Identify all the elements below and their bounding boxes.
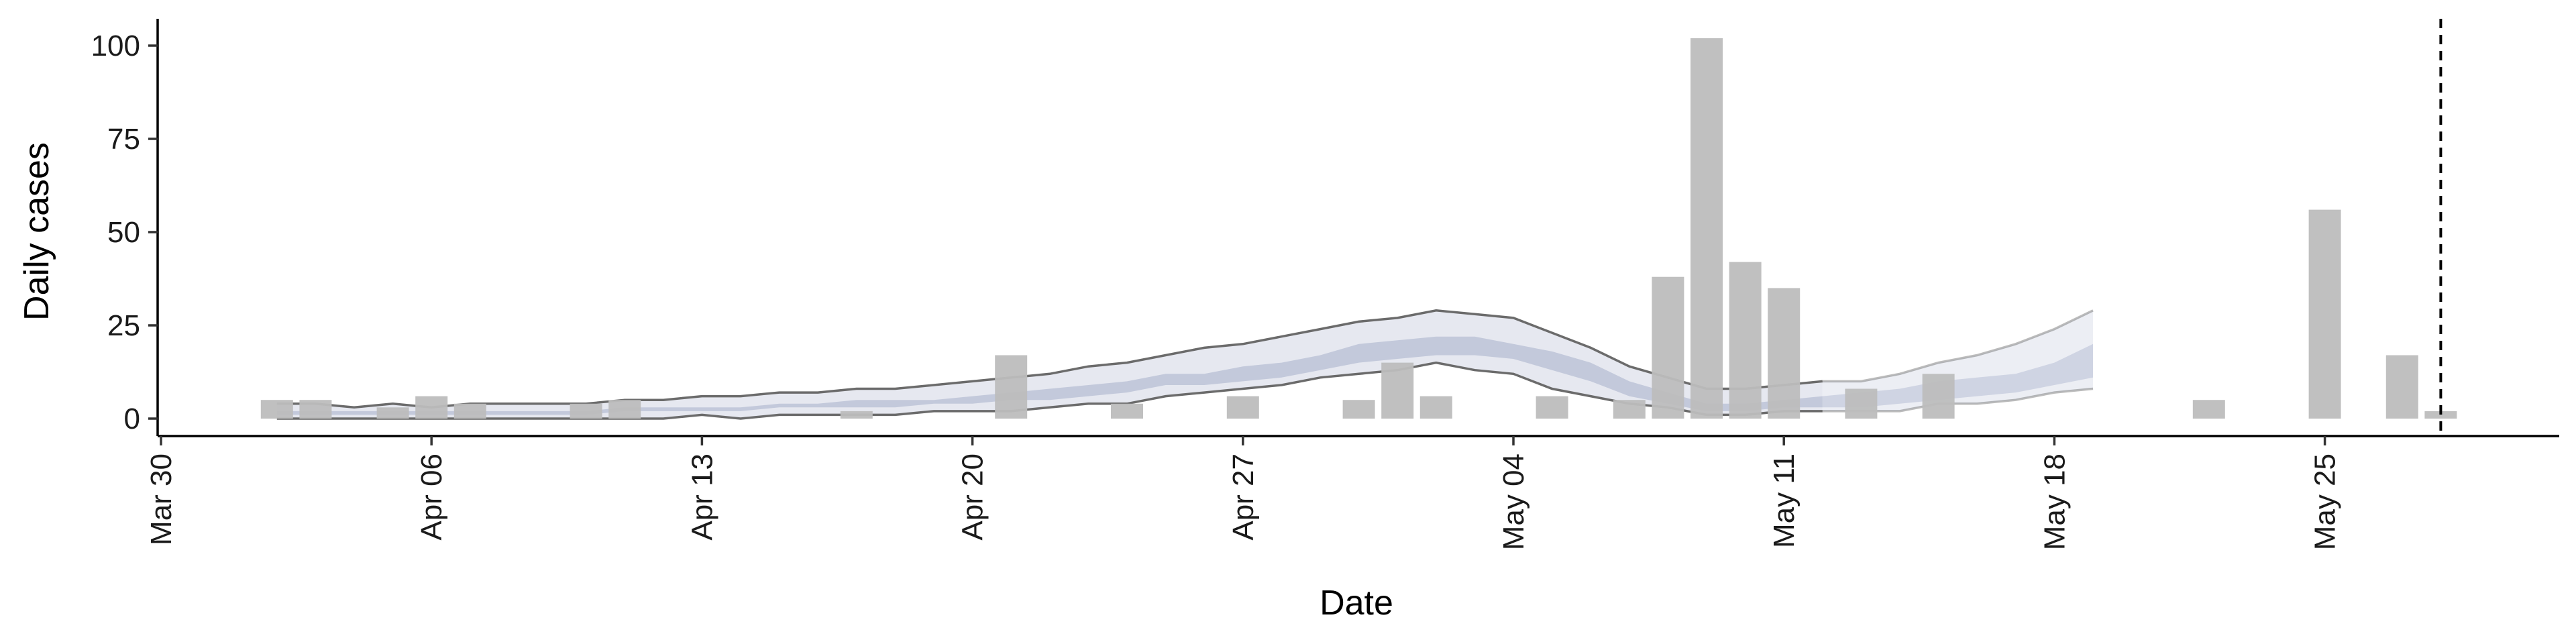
y-tick-label: 50 — [107, 216, 140, 249]
inner-band-forecast — [1822, 343, 2093, 408]
case-bar — [415, 396, 448, 419]
x-tick-label: Apr 27 — [1227, 453, 1260, 541]
x-tick-label: Apr 06 — [415, 453, 448, 541]
y-tick-label: 25 — [107, 309, 140, 342]
estimate-bands — [276, 309, 2094, 420]
case-bar — [1690, 38, 1723, 419]
case-bar — [1381, 362, 1414, 419]
case-bar — [840, 411, 873, 419]
case-bar — [1768, 288, 1801, 419]
case-bar — [1652, 276, 1684, 419]
x-tick-label: May 25 — [2309, 453, 2342, 550]
case-bar — [376, 407, 409, 419]
case-bar — [299, 400, 332, 419]
y-ticks: 0 25 50 75 100 — [91, 30, 158, 435]
case-bar — [1226, 396, 1259, 419]
y-axis-title: Daily cases — [17, 142, 56, 321]
x-tick-label: Mar 30 — [145, 453, 178, 545]
upper-bound-line — [276, 309, 1823, 409]
case-bar — [1613, 400, 1646, 419]
case-bar — [1729, 262, 1762, 419]
x-axis-title: Date — [1320, 584, 1393, 623]
axes — [156, 19, 2559, 437]
case-bar — [1419, 396, 1452, 419]
x-ticks: Mar 30 Apr 06 Apr 13 Apr 20 Apr 27 May 04 May … — [145, 436, 2342, 550]
x-tick-label: May 11 — [1768, 453, 1801, 548]
case-bar — [995, 355, 1028, 419]
x-tick-label: Apr 20 — [957, 453, 989, 541]
case-bar — [1342, 400, 1375, 419]
case-bar — [1111, 403, 1143, 419]
case-bar — [570, 403, 602, 419]
y-tick-label: 0 — [124, 402, 140, 435]
case-bar — [1845, 388, 1878, 419]
case-bar — [2192, 400, 2225, 419]
case-bar — [2385, 355, 2418, 419]
upper-bound-line-forecast — [1822, 309, 2094, 383]
inner-band-estimate — [276, 336, 1823, 415]
x-tick-label: May 04 — [1497, 453, 1530, 550]
case-bar — [1536, 396, 1568, 419]
y-tick-label: 100 — [91, 30, 140, 62]
x-tick-label: Apr 13 — [686, 453, 718, 541]
case-bar — [453, 403, 486, 419]
case-bar — [608, 400, 641, 419]
y-tick-label: 75 — [107, 123, 140, 156]
case-bar — [1922, 374, 1955, 419]
daily-case-bars — [260, 38, 2457, 419]
lower-bound-line — [276, 361, 1823, 420]
case-bar — [2308, 209, 2341, 419]
case-bar — [260, 400, 293, 419]
case-bar — [2424, 411, 2457, 419]
x-tick-label: May 18 — [2038, 453, 2071, 550]
